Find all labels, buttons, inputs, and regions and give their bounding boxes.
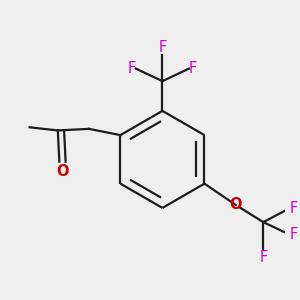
Text: F: F: [290, 227, 298, 242]
Text: F: F: [290, 201, 298, 216]
Text: F: F: [189, 61, 197, 76]
Text: F: F: [259, 250, 267, 265]
Text: F: F: [158, 40, 166, 55]
Text: F: F: [128, 61, 136, 76]
Text: O: O: [56, 164, 69, 179]
Text: O: O: [230, 197, 242, 212]
